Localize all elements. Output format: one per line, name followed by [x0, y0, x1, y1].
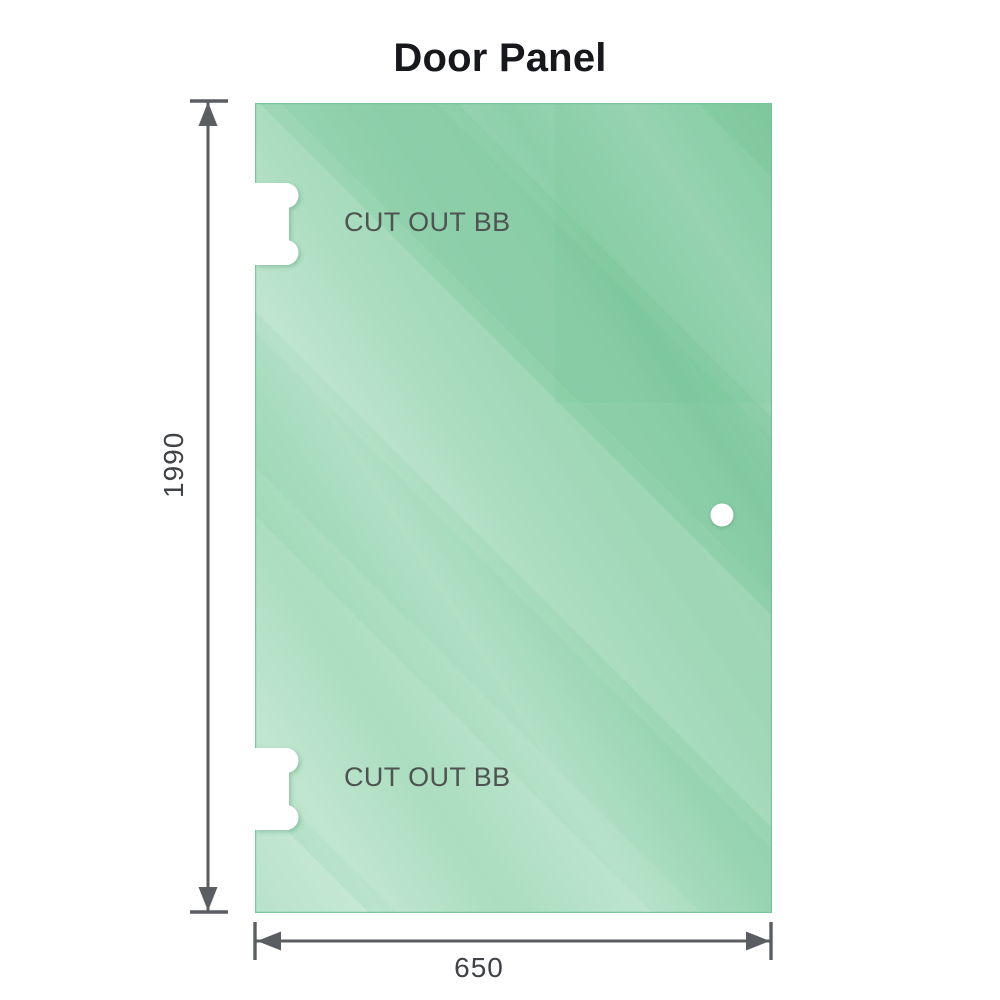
dimension-width-value: 650: [454, 952, 504, 983]
panel-graphic: [255, 103, 772, 913]
cut-out-notch-icon: [255, 183, 299, 265]
cut-out-label-top: CUT OUT BB: [344, 207, 511, 237]
handle-hole: [710, 503, 734, 527]
dim-arrow-down: [198, 887, 218, 911]
dim-arrow-right: [746, 931, 770, 951]
dim-arrow-up: [198, 102, 218, 126]
page-title: Door Panel: [393, 36, 607, 80]
cut-out-label-bottom: CUT OUT BB: [344, 762, 511, 792]
cut-out-notch-icon: [255, 748, 299, 830]
dim-arrow-left: [257, 931, 281, 951]
dimension-height-value: 1990: [158, 431, 189, 498]
glass-door-panel: [255, 103, 772, 913]
